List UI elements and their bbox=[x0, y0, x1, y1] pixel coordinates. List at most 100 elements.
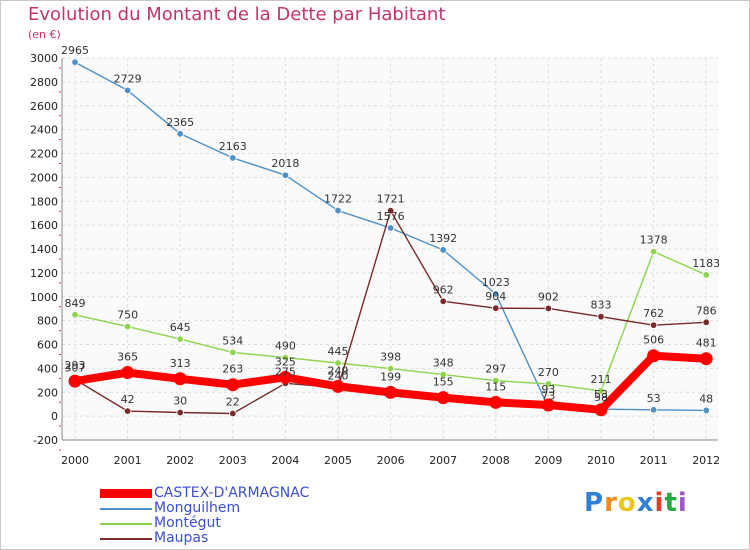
data-point-montegut bbox=[597, 387, 605, 395]
legend-swatch-castex bbox=[100, 489, 152, 498]
data-label-maupas: 904 bbox=[485, 290, 506, 303]
y-axis-unit-label: (en €) bbox=[28, 28, 61, 41]
data-point-castex bbox=[68, 374, 82, 388]
x-tick-label: 2012 bbox=[692, 454, 720, 467]
data-point-castex bbox=[226, 378, 240, 392]
data-label-montegut: 849 bbox=[65, 297, 86, 310]
data-point-maupas bbox=[492, 304, 500, 312]
data-label-montegut: 534 bbox=[222, 334, 243, 347]
data-point-castex bbox=[594, 403, 608, 417]
legend-label-castex: CASTEX-D'ARMAGNAC bbox=[154, 485, 310, 501]
data-point-montegut bbox=[281, 353, 290, 362]
data-point-monguilhem bbox=[176, 130, 184, 138]
data-point-castex bbox=[647, 349, 661, 363]
data-point-montegut bbox=[544, 380, 553, 388]
data-point-monguilhem bbox=[439, 246, 447, 254]
data-label-monguilhem: 2729 bbox=[114, 72, 142, 85]
data-label-castex: 293 bbox=[65, 359, 86, 372]
data-label-castex: 199 bbox=[380, 370, 401, 383]
data-point-montegut bbox=[71, 311, 79, 319]
chart-title: Evolution du Montant de la Dette par Hab… bbox=[28, 4, 446, 25]
data-point-maupas bbox=[439, 297, 447, 305]
data-point-monguilhem bbox=[649, 406, 658, 414]
data-label-castex: 249 bbox=[328, 364, 349, 377]
data-label-maupas: 30 bbox=[173, 395, 187, 408]
y-tick-label: 2200 bbox=[30, 148, 58, 161]
data-point-montegut bbox=[386, 364, 395, 373]
x-tick-label: 2003 bbox=[219, 454, 247, 467]
data-label-montegut: 398 bbox=[380, 351, 401, 364]
data-point-monguilhem bbox=[702, 406, 710, 415]
data-label-maupas: 762 bbox=[643, 307, 664, 320]
data-label-maupas: 902 bbox=[538, 290, 559, 303]
x-tick-label: 2011 bbox=[640, 454, 668, 467]
y-tick-label: 3000 bbox=[30, 52, 58, 65]
data-label-monguilhem: 2018 bbox=[271, 157, 299, 170]
legend: CASTEX-D'ARMAGNAC Monguilhem Montégut Ma… bbox=[100, 485, 400, 546]
data-label-maupas: 307 bbox=[65, 361, 86, 374]
y-tick-label: 2800 bbox=[30, 76, 58, 89]
data-point-montegut bbox=[492, 376, 500, 385]
data-label-montegut: 348 bbox=[433, 357, 454, 370]
data-label-montegut: 270 bbox=[538, 366, 559, 379]
data-point-monguilhem bbox=[229, 154, 237, 162]
x-tick-label: 2000 bbox=[61, 454, 89, 467]
y-tick-label: 1000 bbox=[30, 291, 58, 304]
data-label-montegut: 1183 bbox=[692, 257, 720, 270]
data-label-castex: 263 bbox=[222, 363, 243, 376]
data-point-maupas bbox=[649, 321, 658, 329]
data-label-monguilhem: 1023 bbox=[482, 276, 510, 289]
data-point-maupas bbox=[176, 408, 184, 417]
logo-letter: t bbox=[664, 488, 678, 518]
data-point-maupas bbox=[702, 318, 710, 326]
legend-swatch-monguilhem bbox=[100, 508, 152, 510]
data-label-castex: 115 bbox=[485, 380, 506, 393]
logo-letter: x bbox=[636, 488, 655, 518]
data-label-maupas: 962 bbox=[433, 283, 454, 296]
y-tick-label: 1400 bbox=[30, 243, 58, 256]
legend-label-maupas: Maupas bbox=[154, 530, 209, 546]
y-tick-label: 200 bbox=[37, 386, 58, 399]
data-label-montegut: 490 bbox=[275, 340, 296, 353]
legend-item-montegut: Montégut bbox=[100, 515, 400, 531]
data-point-monguilhem bbox=[71, 58, 79, 66]
data-label-maupas: 1721 bbox=[377, 193, 405, 206]
y-tick-label: 400 bbox=[37, 362, 58, 375]
legend-label-montegut: Montégut bbox=[154, 515, 221, 531]
data-point-monguilhem bbox=[492, 290, 500, 298]
data-label-montegut: 297 bbox=[485, 363, 506, 376]
y-tick-label: 600 bbox=[37, 339, 58, 352]
data-point-montegut bbox=[702, 271, 710, 279]
data-point-montegut bbox=[334, 359, 342, 367]
data-point-castex bbox=[173, 372, 187, 386]
y-tick-label: 2000 bbox=[30, 171, 58, 184]
proxiti-logo: Proxiti bbox=[584, 488, 688, 518]
data-label-castex: 93 bbox=[541, 383, 555, 396]
data-label-monguilhem: 48 bbox=[699, 392, 713, 405]
legend-item-maupas: Maupas bbox=[100, 530, 400, 546]
data-point-montegut bbox=[176, 335, 184, 343]
data-point-castex bbox=[278, 370, 292, 384]
legend-item-monguilhem: Monguilhem bbox=[100, 500, 400, 516]
data-label-castex: 365 bbox=[117, 351, 138, 364]
data-point-castex bbox=[436, 391, 450, 405]
data-point-castex bbox=[699, 352, 713, 366]
logo-letter: P bbox=[584, 488, 605, 518]
series-layer bbox=[68, 58, 713, 418]
data-point-maupas bbox=[386, 206, 395, 215]
logo-letter: i bbox=[677, 488, 688, 518]
data-point-maupas bbox=[229, 409, 237, 418]
x-tick-label: 2005 bbox=[324, 454, 352, 467]
data-point-monguilhem bbox=[281, 171, 290, 179]
x-tick-label: 2007 bbox=[429, 454, 457, 467]
x-tick-label: 2009 bbox=[534, 454, 562, 467]
data-label-montegut: 211 bbox=[591, 373, 612, 386]
y-tick-label: -200 bbox=[33, 434, 58, 447]
x-tick-label: 2006 bbox=[377, 454, 405, 467]
data-label-castex: 481 bbox=[696, 337, 717, 350]
data-point-castex bbox=[121, 366, 135, 380]
y-tick-label: 800 bbox=[37, 315, 58, 328]
data-point-monguilhem bbox=[334, 206, 342, 215]
data-label-monguilhem: 58 bbox=[594, 391, 608, 404]
data-label-monguilhem: 1392 bbox=[429, 232, 457, 245]
